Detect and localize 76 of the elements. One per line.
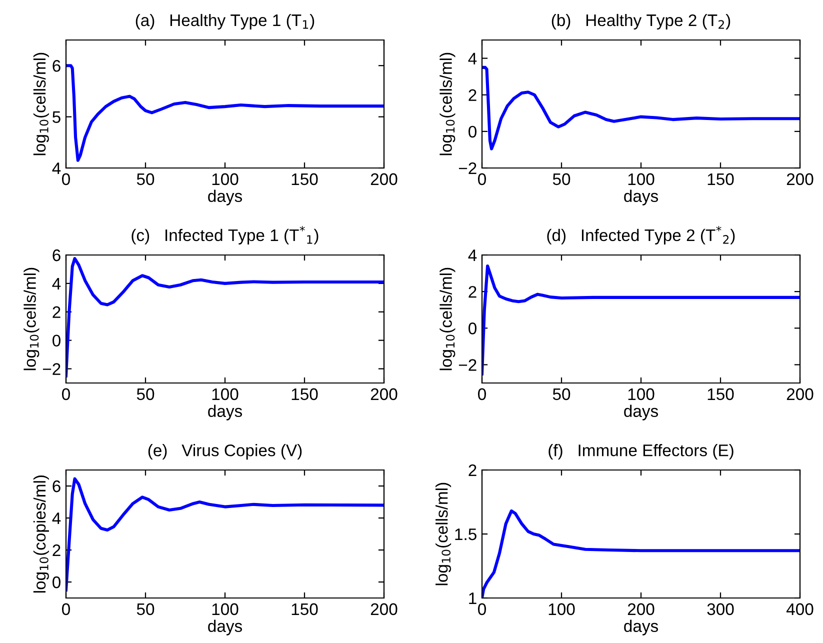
y-tick-label: 0 [52, 576, 60, 588]
x-tick-label: 150 [292, 173, 318, 186]
x-tick-label: 50 [552, 388, 570, 400]
line-series [482, 264, 800, 376]
x-tick-label: 100 [212, 603, 238, 616]
x-tick-label: 100 [548, 603, 575, 616]
x-axis-title: days [624, 620, 658, 636]
chart-title: (c) Infected Type 1 (T$^{*}$$_{1}$) [132, 226, 318, 244]
y-tick-label: 2 [52, 544, 60, 556]
x-tick-label: 150 [708, 388, 734, 400]
x-tick-label: 200 [370, 603, 398, 616]
x-tick-label: 150 [708, 173, 734, 186]
y-tick-label: 0 [468, 126, 476, 138]
line-series [66, 64, 384, 162]
y-axis-title: log$_{10}$(cells/ml) [33, 52, 49, 156]
y-tick-label: 2 [468, 286, 476, 298]
y-tick-label: 2 [468, 464, 476, 476]
y-tick-label: −2 [458, 162, 476, 174]
y-tick-label: 4 [52, 278, 61, 290]
x-tick-label: 50 [552, 173, 570, 186]
x-axis-title: days [208, 620, 242, 636]
x-tick-label: 200 [370, 388, 398, 400]
line-series [66, 257, 384, 378]
x-tick-label: 50 [136, 173, 154, 186]
y-tick-label: 6 [52, 480, 60, 492]
y-axis-title: log$_{10}$(copies/ml) [33, 476, 49, 593]
y-tick-label: 4 [468, 250, 477, 262]
x-axis-title: days [208, 404, 242, 420]
x-tick-label: 400 [786, 603, 814, 616]
x-tick-label: 0 [478, 388, 486, 400]
x-tick-label: 0 [62, 388, 70, 400]
line-series [482, 66, 800, 150]
chart-title: (d) Infected Type 2 (T$^{*}$$_{2}$) [547, 226, 735, 244]
y-tick-label: 0 [52, 334, 60, 347]
chart-title: (e) Virus Copies (V) [148, 444, 302, 460]
x-tick-label: 50 [136, 388, 154, 400]
y-axis-title: log$_{10}$(cells/ml) [440, 52, 456, 156]
y-tick-label: 2 [52, 306, 60, 318]
x-tick-label: 200 [628, 603, 654, 616]
chart-title: (b) Healthy Type 2 (T$_{2}$) [552, 14, 730, 30]
y-tick-label: 1 [469, 592, 476, 604]
x-axis-title: days [208, 190, 242, 206]
chart-title: (f) Immune Effectors (E) [548, 444, 734, 460]
y-tick-label: 4 [468, 52, 477, 64]
y-tick-label: 0 [468, 322, 476, 334]
y-tick-label: 5 [52, 111, 60, 124]
x-tick-label: 200 [786, 173, 814, 186]
y-axis-title: log$_{10}$(cells/ml) [440, 268, 456, 370]
y-tick-label: 1.5 [455, 528, 476, 540]
y-axis-title: log$_{10}$(cells/ml) [24, 268, 40, 370]
x-tick-label: 0 [478, 603, 486, 616]
x-tick-label: 100 [628, 388, 654, 400]
chart-title: (a) Healthy Type 1 (T$_{1}$) [136, 14, 314, 30]
x-tick-label: 0 [62, 603, 70, 616]
x-tick-label: 200 [786, 388, 814, 400]
x-tick-label: 50 [136, 603, 154, 616]
x-tick-label: 100 [212, 388, 238, 400]
y-tick-label: 2 [468, 89, 476, 101]
x-tick-label: 200 [370, 173, 398, 186]
x-tick-label: 0 [62, 173, 70, 186]
y-tick-label: 4 [52, 162, 61, 174]
line-series [66, 477, 384, 592]
x-axis-title: days [624, 404, 658, 420]
x-tick-label: 150 [292, 603, 318, 616]
y-tick-label: 6 [52, 60, 60, 72]
x-tick-label: 100 [628, 173, 654, 186]
y-tick-label: 4 [52, 512, 61, 524]
x-tick-label: 150 [292, 388, 318, 400]
y-tick-label: −2 [458, 359, 476, 371]
x-axis-title: days [624, 190, 658, 206]
x-tick-label: 300 [707, 603, 734, 616]
y-tick-label: 6 [52, 249, 60, 262]
y-tick-label: −2 [42, 363, 60, 375]
x-tick-label: 100 [212, 173, 238, 186]
x-tick-label: 0 [478, 173, 486, 186]
y-axis-title: log$_{10}$(cells/ml) [436, 482, 452, 586]
